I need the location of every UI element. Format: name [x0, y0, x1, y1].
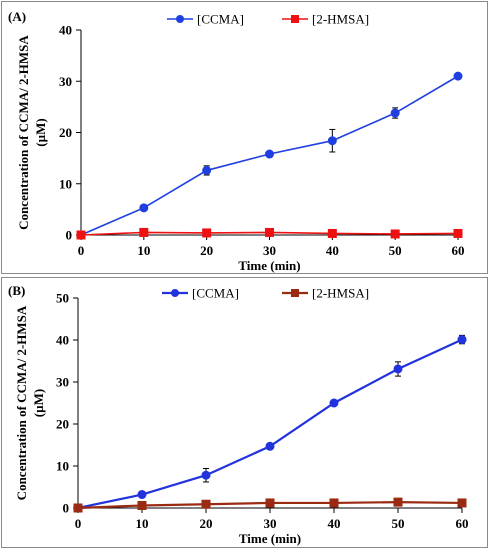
legend-marker	[291, 289, 299, 297]
data-point	[73, 503, 83, 513]
series-ccma	[73, 334, 467, 513]
y-axis-unit: (µM)	[31, 389, 46, 417]
legend-marker	[176, 15, 184, 23]
x-tick-label: 40	[326, 243, 339, 258]
y-axis-title: Concentration of CCMA/ 2-HMSA	[16, 35, 31, 230]
data-point	[393, 364, 403, 374]
data-point	[390, 108, 400, 118]
data-point	[139, 227, 149, 237]
series-line	[77, 338, 463, 510]
data-point	[137, 500, 147, 510]
data-point	[265, 441, 275, 451]
data-point	[201, 470, 211, 480]
series-hmsa	[76, 227, 463, 240]
data-point	[202, 165, 212, 175]
legend-label: [2-HMSA]	[312, 286, 369, 301]
data-point	[457, 498, 467, 508]
data-point	[390, 229, 400, 239]
data-point	[327, 136, 337, 146]
y-tick-label: 30	[59, 74, 72, 89]
data-point	[329, 498, 339, 508]
x-tick-label: 50	[389, 243, 402, 258]
y-tick-label: 20	[56, 417, 69, 432]
data-point	[327, 228, 337, 238]
y-tick-label: 20	[59, 125, 72, 140]
y-tick-label: 50	[56, 291, 69, 306]
y-tick-label: 10	[59, 176, 72, 191]
x-tick-label: 60	[456, 516, 469, 531]
y-tick-label: 40	[56, 333, 69, 348]
x-tick-label: 40	[328, 516, 341, 531]
y-tick-label: 0	[66, 228, 73, 243]
x-tick-label: 30	[263, 243, 276, 258]
data-point	[76, 230, 86, 240]
x-tick-label: 60	[452, 243, 465, 258]
data-point	[329, 398, 339, 408]
x-tick-label: 20	[200, 516, 213, 531]
y-axis-unit: (µM)	[33, 118, 48, 146]
data-point	[265, 227, 274, 237]
panel-label: (A)	[8, 9, 26, 24]
chart-a-svg: 0 10 20 30 40 0 10 20 30 40 50 60 (A) Time (min) Conce…	[8, 9, 465, 273]
y-tick-label: 40	[59, 23, 72, 38]
legend-marker	[171, 289, 179, 297]
series-ccma	[76, 71, 463, 240]
data-point	[139, 203, 149, 213]
data-point	[453, 228, 463, 238]
chart-panel-a: 0 10 20 30 40 0 10 20 30 40 50 60 (A) Time (min) Conce…	[1, 1, 488, 274]
x-tick-label: 0	[78, 243, 85, 258]
legend-label: [CCMA]	[197, 12, 244, 27]
data-point	[265, 149, 274, 159]
x-tick-label: 10	[136, 516, 149, 531]
y-tick-label: 10	[56, 459, 69, 474]
y-tick-label: 0	[63, 501, 70, 516]
chart-b-svg: 0 10 20 30 40 50 0 10 20 30 40 50 60 (B) Time (min) Con…	[8, 283, 469, 546]
panel-label: (B)	[8, 283, 25, 298]
data-point	[137, 490, 147, 500]
series-hmsa	[73, 497, 467, 513]
x-tick-label: 20	[200, 243, 213, 258]
x-axis-title: Time (min)	[238, 258, 300, 273]
x-tick-label: 10	[137, 243, 150, 258]
legend-label: [2-HMSA]	[312, 12, 369, 27]
data-point	[265, 498, 275, 508]
data-point	[202, 228, 212, 238]
x-tick-label: 50	[392, 516, 405, 531]
y-tick-label: 30	[56, 375, 69, 390]
y-axis-title: Concentration of CCMA/ 2-HMSA	[14, 305, 29, 500]
legend-marker	[291, 15, 299, 23]
x-axis-title: Time (min)	[239, 531, 301, 546]
data-point	[393, 497, 403, 507]
legend-label: [CCMA]	[192, 286, 239, 301]
x-tick-label: 0	[75, 516, 82, 531]
chart-panel-b: 0 10 20 30 40 50 0 10 20 30 40 50 60 (B) Time (min) Con…	[1, 277, 488, 548]
data-point	[457, 335, 467, 345]
x-tick-label: 30	[264, 516, 277, 531]
data-point	[453, 71, 463, 81]
data-point	[201, 499, 211, 509]
